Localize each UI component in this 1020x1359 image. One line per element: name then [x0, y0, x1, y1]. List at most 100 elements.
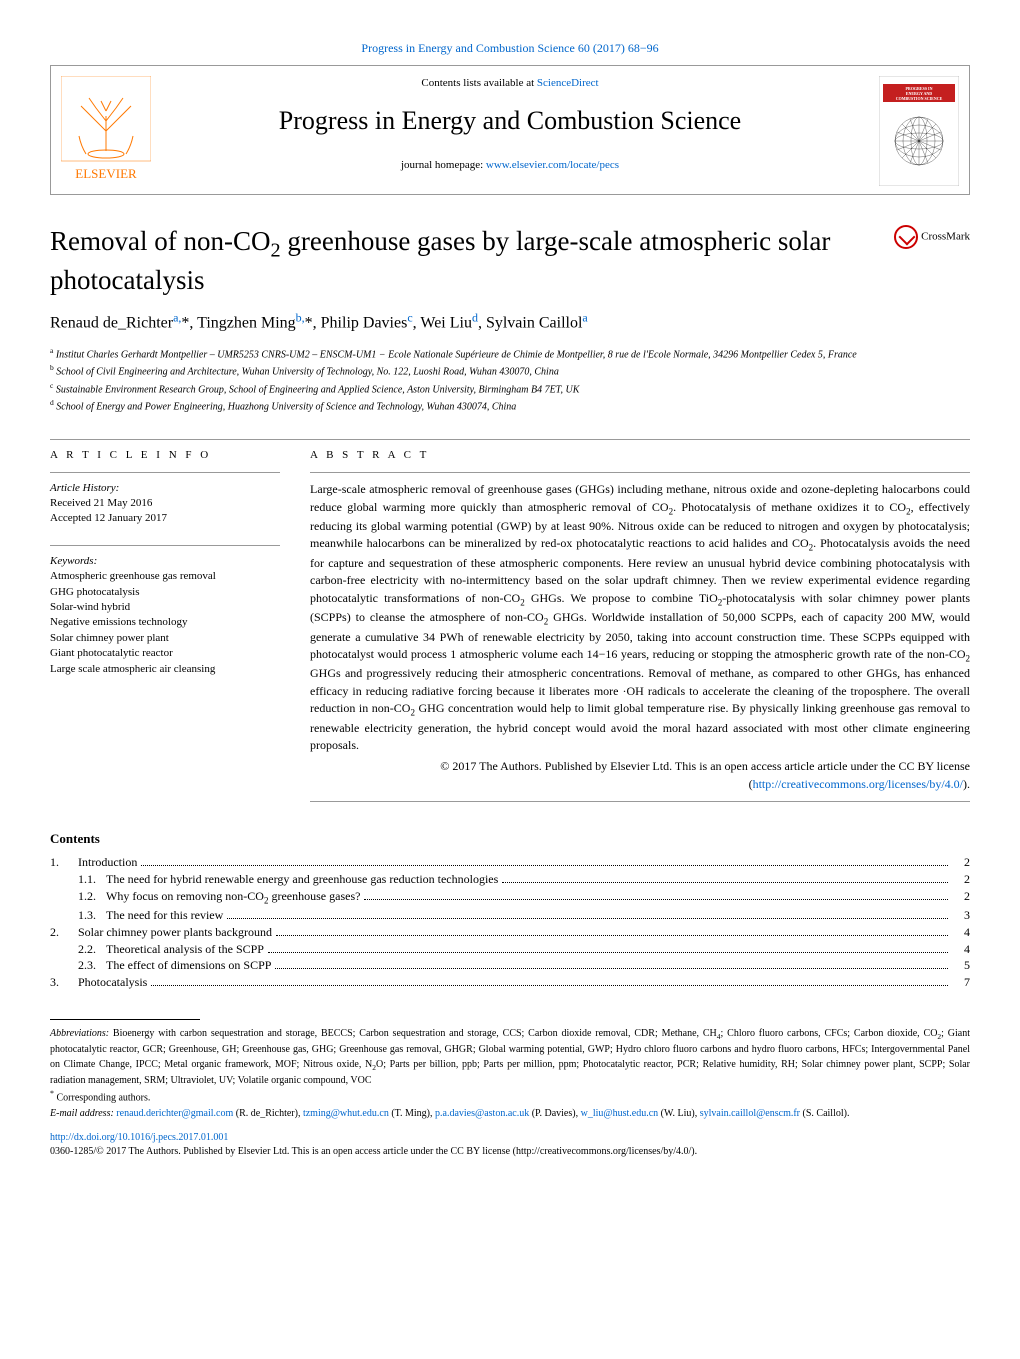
emails: renaud.derichter@gmail.com (R. de_Richte…: [114, 1108, 850, 1119]
abbrev-label: Abbreviations:: [50, 1028, 109, 1039]
contents-title: Contents: [50, 830, 970, 848]
divider: [310, 472, 970, 473]
header-citation: Progress in Energy and Combustion Scienc…: [50, 40, 970, 57]
toc-leader: [141, 865, 948, 866]
contents-section: Contents 1.Introduction21.1.The need for…: [50, 830, 970, 991]
abstract-column: A B S T R A C T Large-scale atmospheric …: [310, 448, 970, 810]
crossmark-label: CrossMark: [921, 230, 970, 242]
abbreviations: Abbreviations: Bioenergy with carbon seq…: [50, 1026, 970, 1089]
toc-row: 1.1.The need for hybrid renewable energy…: [50, 871, 970, 888]
divider: [50, 439, 970, 440]
authors-line: Renaud de_Richtera,*, Tingzhen Mingb,*, …: [50, 309, 970, 335]
article-info-heading: A R T I C L E I N F O: [50, 448, 280, 463]
homepage-line: journal homepage: www.elsevier.com/locat…: [51, 158, 969, 173]
footer-block: Abbreviations: Bioenergy with carbon seq…: [50, 1026, 970, 1121]
keywords-label: Keywords:: [50, 554, 280, 569]
keywords-block: Keywords: Atmospheric greenhouse gas rem…: [50, 554, 280, 677]
toc-row: 1.2.Why focus on removing non-CO2 greenh…: [50, 888, 970, 907]
license-link[interactable]: http://creativecommons.org/licenses/by/4…: [753, 777, 963, 791]
toc-number: 1.: [50, 854, 78, 871]
abbrev-text: Bioenergy with carbon sequestration and …: [50, 1028, 970, 1087]
sciencedirect-link[interactable]: ScienceDirect: [537, 77, 599, 89]
received-date: Received 21 May 2016: [50, 496, 280, 511]
toc-page: 2: [952, 888, 970, 905]
toc-number: 2.: [50, 924, 78, 941]
crossmark-icon: [894, 225, 918, 249]
header-box: ELSEVIER Contents lists available at Sci…: [50, 65, 970, 195]
copyright-line: 0360-1285/© 2017 The Authors. Published …: [50, 1145, 970, 1159]
divider: [310, 801, 970, 802]
license-line: © 2017 The Authors. Published by Elsevie…: [310, 758, 970, 793]
toc-page: 4: [952, 941, 970, 958]
keyword: GHG photocatalysis: [50, 585, 280, 600]
toc-page: 5: [952, 957, 970, 974]
toc-number: 3.: [50, 974, 78, 991]
toc-leader: [268, 952, 948, 953]
toc-label: The effect of dimensions on SCPP: [106, 957, 271, 974]
affiliation: b School of Civil Engineering and Archit…: [50, 362, 970, 379]
elsevier-text: ELSEVIER: [75, 166, 137, 181]
email-label: E-mail address:: [50, 1108, 114, 1119]
doi-line: http://dx.doi.org/10.1016/j.pecs.2017.01…: [50, 1131, 970, 1145]
toc-row: 1.Introduction2: [50, 854, 970, 871]
keyword: Solar chimney power plant: [50, 631, 280, 646]
toc-page: 7: [952, 974, 970, 991]
homepage-link[interactable]: www.elsevier.com/locate/pecs: [486, 159, 619, 171]
crossmark-badge[interactable]: CrossMark: [870, 225, 970, 249]
keyword: Solar-wind hybrid: [50, 600, 280, 615]
toc-row: 1.3.The need for this review 3: [50, 907, 970, 924]
toc-row: 2.Solar chimney power plants background4: [50, 924, 970, 941]
toc-leader: [275, 968, 948, 969]
affiliation: d School of Energy and Power Engineering…: [50, 397, 970, 414]
svg-text:COMBUSTION SCIENCE: COMBUSTION SCIENCE: [896, 96, 943, 101]
toc-label: Theoretical analysis of the SCPP: [106, 941, 264, 958]
contents-available-line: Contents lists available at ScienceDirec…: [51, 76, 969, 91]
keyword: Negative emissions technology: [50, 615, 280, 630]
toc-number: 2.3.: [50, 957, 106, 974]
toc-row: 2.2.Theoretical analysis of the SCPP 4: [50, 941, 970, 958]
toc-leader: [502, 882, 948, 883]
abstract-heading: A B S T R A C T: [310, 448, 970, 464]
toc-leader: [151, 985, 948, 986]
elsevier-logo: ELSEVIER: [61, 76, 151, 186]
journal-cover: PROGRESS IN ENERGY AND COMBUSTION SCIENC…: [879, 76, 959, 186]
toc-number: 1.1.: [50, 871, 106, 888]
toc-page: 4: [952, 924, 970, 941]
header-center: Contents lists available at ScienceDirec…: [51, 66, 969, 173]
toc-number: 2.2.: [50, 941, 106, 958]
toc-label: Photocatalysis: [78, 974, 147, 991]
history-label: Article History:: [50, 481, 280, 496]
article-info-column: A R T I C L E I N F O Article History: R…: [50, 448, 280, 810]
keyword: Giant photocatalytic reactor: [50, 646, 280, 661]
toc-leader: [276, 935, 948, 936]
toc-label: The need for this review: [106, 907, 223, 924]
keyword: Large scale atmospheric air cleansing: [50, 662, 280, 677]
homepage-prefix: journal homepage:: [401, 159, 486, 171]
article-title: Removal of non-CO2 greenhouse gases by l…: [50, 225, 870, 297]
toc-label: The need for hybrid renewable energy and…: [106, 871, 498, 888]
doi-link[interactable]: http://dx.doi.org/10.1016/j.pecs.2017.01…: [50, 1132, 228, 1143]
article-history: Article History: Received 21 May 2016 Ac…: [50, 481, 280, 527]
toc-number: 1.2.: [50, 888, 106, 905]
toc-row: 2.3.The effect of dimensions on SCPP 5: [50, 957, 970, 974]
abstract-body: Large-scale atmospheric removal of green…: [310, 481, 970, 754]
toc-number: 1.3.: [50, 907, 106, 924]
accepted-date: Accepted 12 January 2017: [50, 511, 280, 526]
footer-separator: [50, 1019, 200, 1020]
keyword: Atmospheric greenhouse gas removal: [50, 569, 280, 584]
corresponding-authors: * Corresponding authors.: [50, 1088, 970, 1105]
toc-page: 2: [952, 871, 970, 888]
affiliation: a Institut Charles Gerhardt Montpellier …: [50, 345, 970, 362]
contents-prefix: Contents lists available at: [421, 77, 536, 89]
divider: [50, 472, 280, 473]
affiliation: c Sustainable Environment Research Group…: [50, 380, 970, 397]
toc-page: 3: [952, 907, 970, 924]
toc-page: 2: [952, 854, 970, 871]
email-addresses: E-mail address: renaud.derichter@gmail.c…: [50, 1106, 970, 1121]
table-of-contents: 1.Introduction21.1.The need for hybrid r…: [50, 854, 970, 991]
journal-name: Progress in Energy and Combustion Scienc…: [51, 103, 969, 139]
toc-leader: [227, 918, 948, 919]
toc-row: 3.Photocatalysis 7: [50, 974, 970, 991]
toc-leader: [364, 899, 948, 900]
divider: [50, 545, 280, 546]
